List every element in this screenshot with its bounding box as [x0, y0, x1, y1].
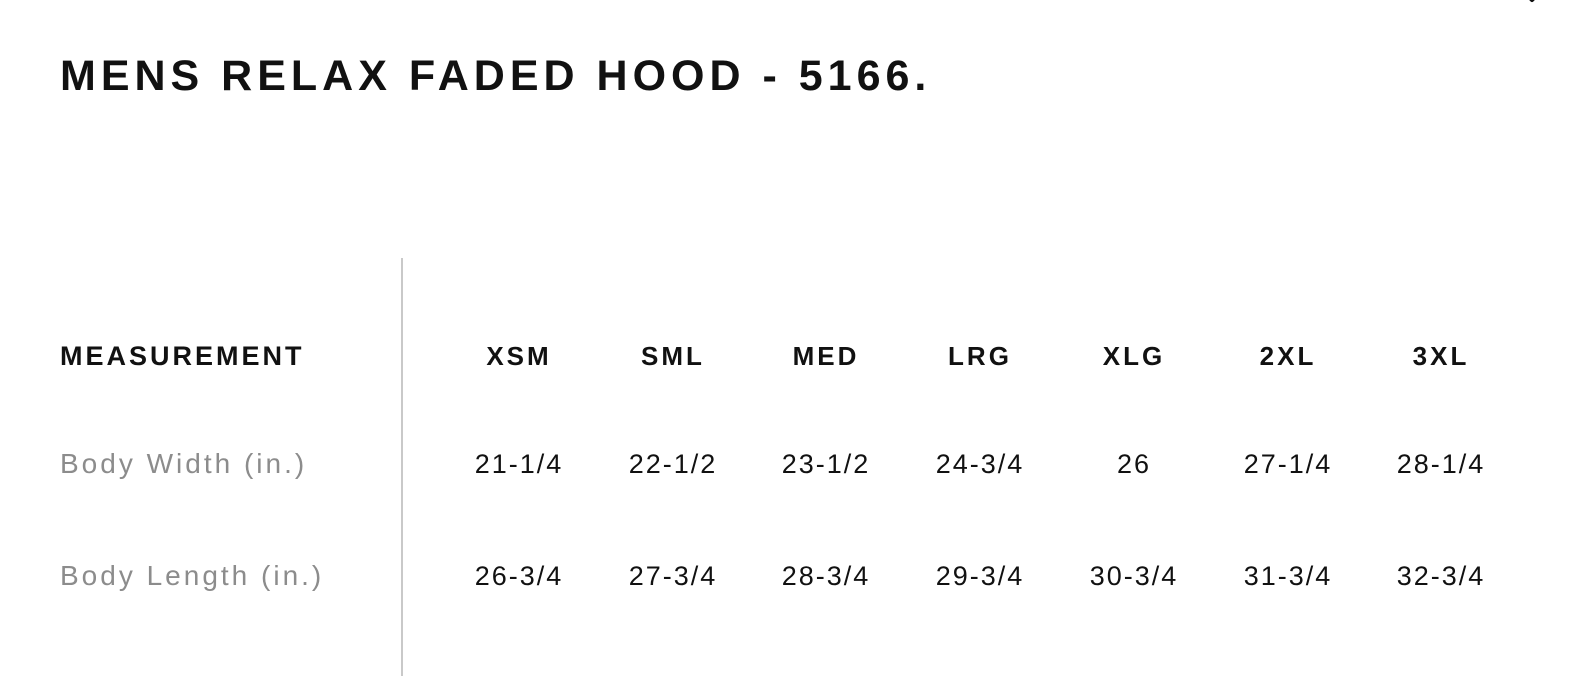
row-label-body-length: Body Length (in.) [60, 560, 325, 591]
table-cell: 23-1/2 [781, 449, 871, 479]
table-cell: 21-1/4 [474, 449, 564, 479]
table-cell: 29-3/4 [935, 561, 1025, 591]
table-cell: 28-1/4 [1396, 449, 1486, 479]
table-cell: 27-3/4 [628, 561, 718, 591]
size-header-med: MED [792, 341, 860, 371]
table-cell: 22-1/2 [628, 449, 718, 479]
size-header-lrg: LRG [948, 341, 1012, 371]
table-cell: 24-3/4 [935, 449, 1025, 479]
row-label-body-width: Body Width (in.) [60, 448, 308, 479]
table-cell: 32-3/4 [1396, 561, 1486, 591]
table-cell: 27-1/4 [1243, 449, 1333, 479]
table-header-row: MEASUREMENT XSM SML MED LRG XLG 2XL 3XL [0, 336, 1588, 376]
column-divider [401, 258, 403, 676]
close-icon [1529, 0, 1535, 2]
page-title: MENS RELAX FADED HOOD - 5166. [60, 52, 932, 100]
table-cell: 31-3/4 [1243, 561, 1333, 591]
table-cell: 30-3/4 [1089, 561, 1179, 591]
table-cell: 26-3/4 [474, 561, 564, 591]
size-header-2xl: 2XL [1259, 341, 1317, 371]
size-header-3xl: 3XL [1412, 341, 1470, 371]
table-row-body-width: Body Width (in.) 21-1/4 22-1/2 23-1/2 24… [0, 444, 1588, 484]
table-row-body-length: Body Length (in.) 26-3/4 27-3/4 28-3/4 2… [0, 556, 1588, 596]
size-header-xlg: XLG [1102, 341, 1166, 371]
table-cell: 26 [1116, 449, 1152, 479]
size-header-sml: SML [641, 341, 705, 371]
close-button[interactable] [1508, 0, 1556, 16]
measurement-header: MEASUREMENT [60, 341, 305, 371]
size-header-xsm: XSM [486, 341, 552, 371]
table-cell: 28-3/4 [781, 561, 871, 591]
